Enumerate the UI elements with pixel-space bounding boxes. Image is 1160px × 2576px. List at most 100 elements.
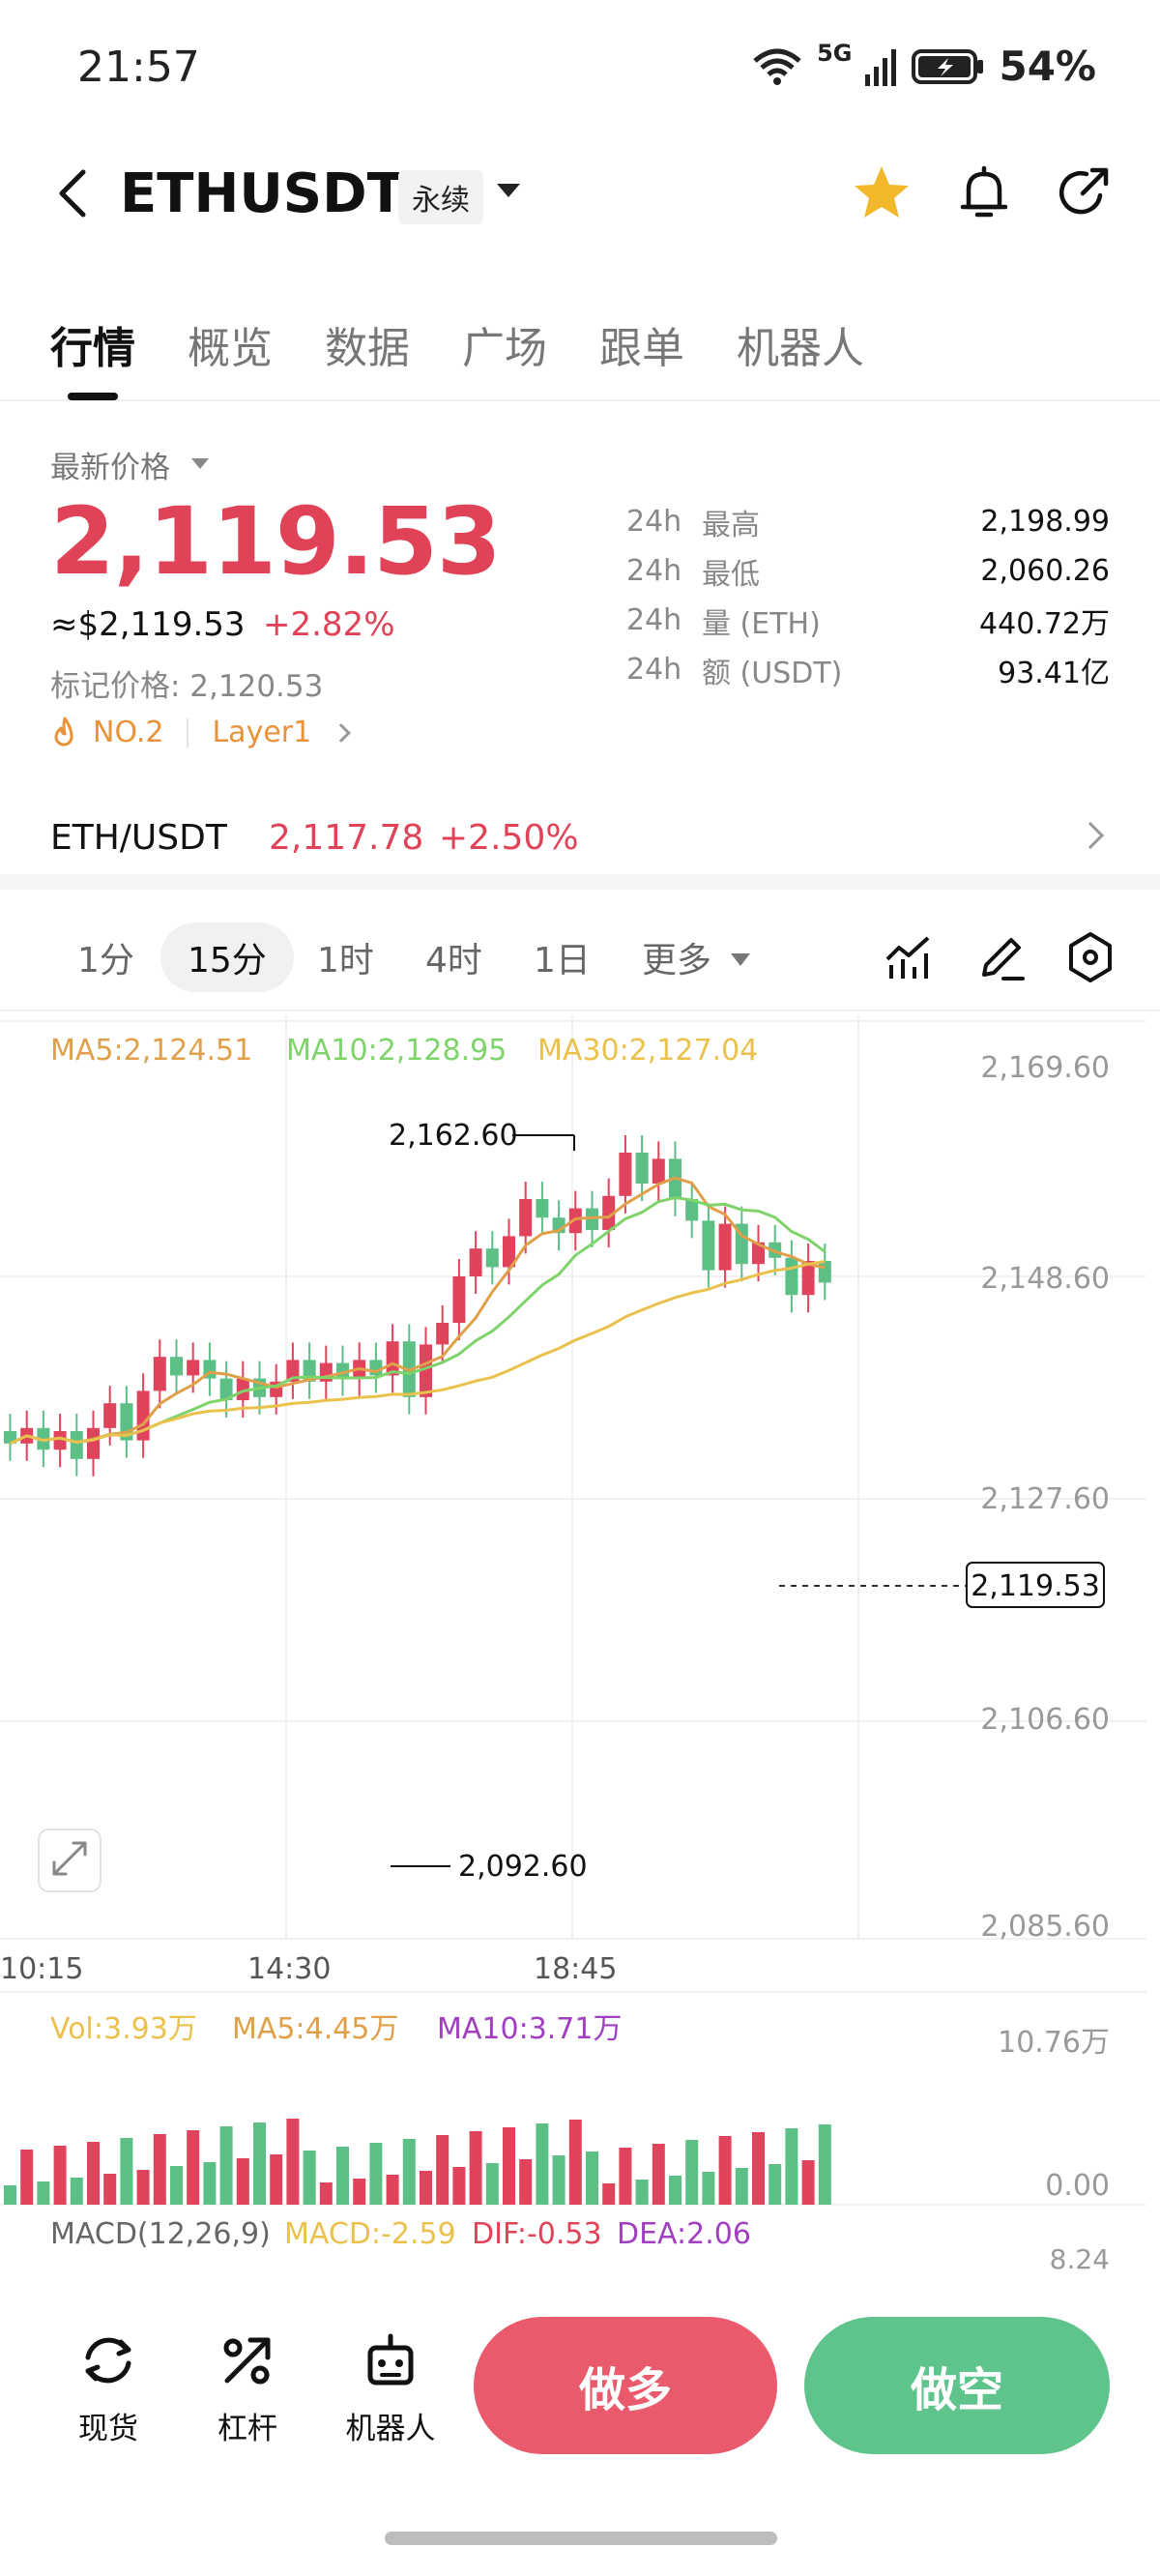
battery-level: 54% (999, 43, 1096, 90)
volume-bar (303, 2151, 316, 2205)
volume-bar (685, 2140, 699, 2205)
volume-bar (752, 2132, 765, 2205)
stat-prefix: 24h (626, 554, 682, 588)
tab-robot[interactable]: 机器人 (737, 324, 864, 373)
latest-price-dropdown-icon[interactable] (191, 458, 209, 469)
leverage-nav-item[interactable]: 杠杆 (189, 2330, 305, 2447)
volume-bar (270, 2154, 283, 2205)
candle-body (801, 1261, 815, 1296)
back-arrow-icon[interactable] (48, 164, 97, 222)
volume-bar (452, 2167, 466, 2205)
pair-title[interactable]: ETHUSDT (120, 162, 404, 225)
macd-title: MACD(12,26,9) (50, 2217, 271, 2251)
stat-label: 最高 (702, 508, 760, 542)
stat-value: 2,060.26 (980, 554, 1110, 588)
interval-1h[interactable]: 1时 (317, 941, 374, 981)
candle-body (586, 1208, 598, 1230)
bell-icon[interactable] (953, 162, 1015, 224)
candle-body (785, 1257, 798, 1296)
star-icon[interactable] (851, 162, 913, 224)
macd-top-tick: 8.24 (1050, 2243, 1110, 2272)
candle-body (452, 1276, 466, 1323)
network-type: 5G (817, 39, 853, 67)
chevron-right-icon (332, 722, 352, 743)
vol-min-tick: 0.00 (1045, 2169, 1110, 2203)
volume-bar (153, 2134, 166, 2205)
price-change-percent: +2.82% (263, 605, 395, 644)
tag-row[interactable]: NO.2 Layer1 (50, 716, 352, 749)
interval-1m[interactable]: 1分 (77, 941, 134, 981)
tab-market[interactable]: 行情 (50, 324, 135, 373)
stat-label: 额 (USDT) (702, 656, 843, 690)
robot-nav-item[interactable]: 机器人 (333, 2330, 449, 2447)
vol-ma5-legend: MA5:4.45万 (232, 2012, 398, 2046)
indicator-icon[interactable] (882, 930, 936, 984)
tab-square[interactable]: 广场 (462, 324, 547, 373)
spot-exchange-icon (85, 2337, 131, 2384)
candle-body (286, 1360, 300, 1382)
interval-more[interactable]: 更多 (642, 941, 712, 981)
x-tick: 14:30 (247, 1952, 331, 1986)
volume-bars-group (4, 2119, 831, 2205)
latest-price-label[interactable]: 最新价格 (50, 451, 170, 485)
y-tick: 2,148.60 (980, 1262, 1110, 1296)
volume-bar (336, 2147, 349, 2205)
stat-label: 量 (ETH) (702, 606, 821, 641)
volume-bar (536, 2123, 549, 2205)
interval-4h[interactable]: 4时 (425, 941, 482, 981)
tab-data[interactable]: 数据 (325, 324, 410, 373)
interval-15m[interactable]: 15分 (160, 922, 294, 992)
volume-bar (203, 2162, 217, 2205)
home-indicator[interactable] (385, 2532, 777, 2545)
stat-value: 2,198.99 (980, 505, 1110, 539)
candle-body (635, 1153, 649, 1184)
chart-settings-icon[interactable] (1063, 930, 1117, 984)
stat-label: 最低 (702, 557, 760, 592)
volume-bar (87, 2142, 100, 2205)
approx-usd-price: ≈$2,119.53 (50, 605, 246, 644)
dif-value: DIF:-0.53 (472, 2217, 602, 2251)
tab-copy-trade[interactable]: 跟单 (599, 324, 684, 373)
short-button[interactable]: 做空 (804, 2317, 1110, 2454)
ma5-line (9, 1176, 826, 1446)
macd-value: MACD:-2.59 (284, 2217, 456, 2251)
more-dropdown-icon[interactable] (731, 953, 750, 966)
candle-body (503, 1236, 515, 1268)
share-icon[interactable] (1054, 162, 1116, 224)
candle-body (87, 1427, 100, 1459)
kline-chart-area[interactable]: MA5:2,124.51 MA10:2,128.95 MA30:2,127.04… (0, 1015, 1160, 2275)
volume-bar (286, 2119, 300, 2205)
interval-bar: 1分 15分 1时 4时 1日 更多 (0, 905, 1160, 1011)
tab-overview[interactable]: 概览 (188, 324, 273, 373)
spot-pair-row[interactable]: ETH/USDT 2,117.78 +2.50% (0, 803, 1160, 890)
draw-pen-icon[interactable] (974, 930, 1029, 984)
rank-tag[interactable]: NO.2 (93, 716, 164, 749)
stat-prefix: 24h (626, 505, 682, 539)
candle-body (752, 1242, 765, 1265)
volume-bar (4, 2185, 16, 2205)
status-bar: 21:57 5G 54% (0, 0, 1160, 145)
candle-body (420, 1344, 432, 1397)
candle-body (685, 1199, 699, 1221)
24h-stats: 24h 最高 2,198.99 24h 最低 2,060.26 24h 量 (E… (626, 497, 1110, 694)
pair-dropdown-icon[interactable] (497, 184, 520, 197)
last-price-tag: 2,119.53 (971, 1569, 1100, 1603)
category-tag[interactable]: Layer1 (212, 716, 312, 749)
spot-pair-price: 2,117.78 (269, 818, 424, 858)
long-button[interactable]: 做多 (474, 2317, 777, 2454)
volume-bar (120, 2138, 133, 2205)
spot-nav-item[interactable]: 现货 (50, 2330, 166, 2447)
interval-1d[interactable]: 1日 (534, 941, 591, 981)
volume-bar (170, 2166, 183, 2205)
candle-body (652, 1158, 665, 1184)
x-tick: 18:45 (534, 1952, 617, 1986)
kline-chart[interactable]: MA5:2,124.51 MA10:2,128.95 MA30:2,127.04… (0, 1015, 1160, 2275)
candle-body (103, 1403, 117, 1428)
volume-bar (568, 2120, 582, 2205)
y-tick: 2,169.60 (980, 1051, 1110, 1085)
expand-chart-button[interactable] (38, 1829, 102, 1892)
volume-bar (718, 2136, 732, 2205)
volume-bar (619, 2148, 632, 2205)
volume-bar (219, 2126, 233, 2205)
volume-bar (369, 2143, 383, 2205)
